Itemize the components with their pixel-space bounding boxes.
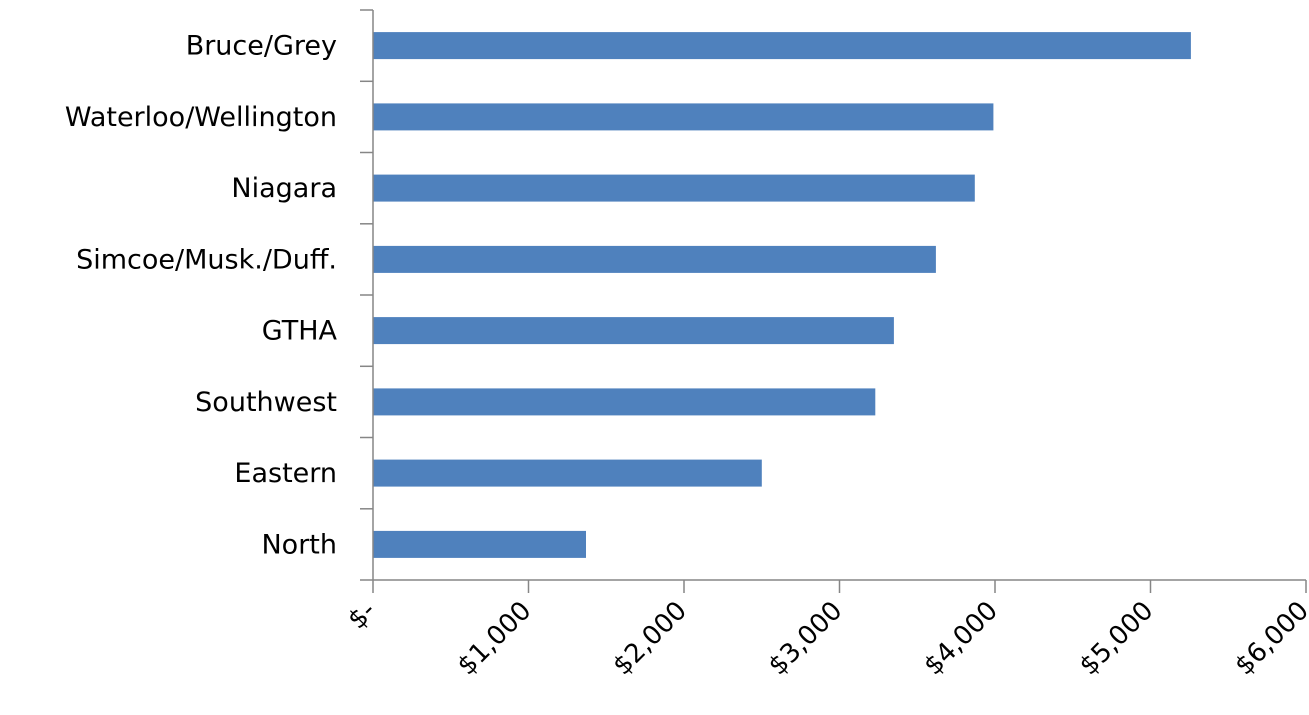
x-tick-label: $6,000 (1229, 596, 1309, 682)
category-label: Bruce/Grey (186, 31, 337, 62)
category-label: Simcoe/Musk./Duff. (76, 244, 337, 275)
bar-simcoe-musk-duff (373, 245, 936, 273)
bar-north (373, 530, 586, 558)
tick-labels-group: $- $1,000 $2,000 $3,000 $4,000 $5,000 $6,000 (342, 596, 1309, 682)
x-tick-label: $4,000 (918, 596, 1004, 682)
bars-group (373, 32, 1191, 558)
bar-eastern (373, 459, 762, 487)
category-label: Eastern (234, 458, 337, 489)
bar-bruce-grey (373, 32, 1191, 60)
x-tick-label: $5,000 (1074, 596, 1160, 682)
bar-gtha (373, 317, 894, 345)
axes-group (360, 9, 1307, 593)
category-label: North (261, 529, 337, 560)
category-label: Waterloo/Wellington (65, 102, 337, 133)
bar-waterloo-wellington (373, 103, 994, 131)
category-label: GTHA (262, 316, 338, 347)
category-label: Niagara (231, 173, 337, 204)
category-labels-group: Bruce/Grey Waterloo/Wellington Niagara Simc… (65, 31, 338, 561)
bar-niagara (373, 174, 975, 202)
category-label: Southwest (195, 387, 337, 418)
x-tick-label: $- (342, 596, 382, 636)
x-tick-label: $2,000 (607, 596, 693, 682)
x-tick-label: $1,000 (452, 596, 538, 682)
bar-southwest (373, 388, 876, 416)
x-tick-label: $3,000 (763, 596, 849, 682)
